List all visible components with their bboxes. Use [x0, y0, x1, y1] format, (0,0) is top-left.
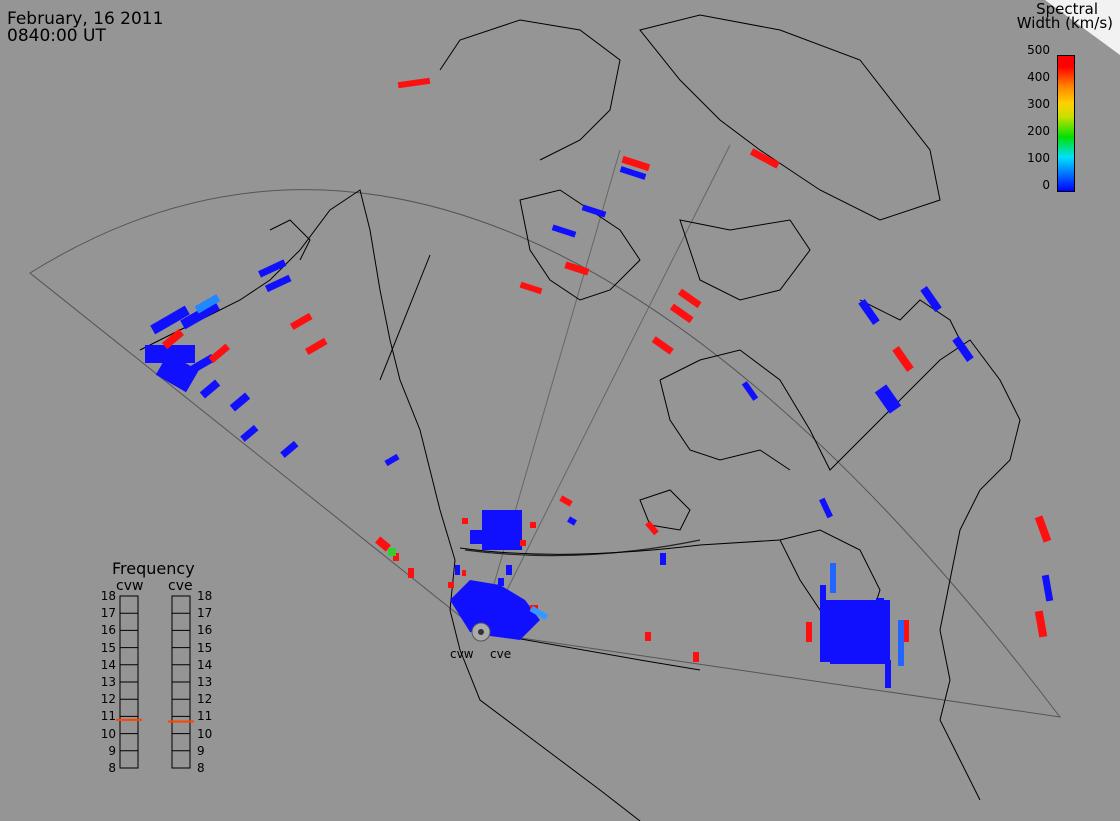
frequency-tick-label: 18	[100, 589, 116, 603]
station-label-cvw: cvw	[450, 647, 474, 661]
frequency-tick-label: 15	[100, 640, 116, 655]
fov-outline	[29, 189, 1062, 718]
fov-beam-edge	[479, 149, 621, 633]
time-label: 0840:00 UT	[7, 26, 106, 46]
colorbar-tick: 100	[1027, 151, 1050, 165]
frequency-tick-label: 12	[197, 692, 213, 707]
colorbar-title: Spectral	[1036, 0, 1098, 18]
corner-fold	[1045, 0, 1120, 55]
frequency-title: Frequency	[112, 559, 195, 578]
frequency-tick-label: 17	[100, 606, 116, 621]
frequency-tick-label: 13	[100, 675, 116, 689]
frequency-tick-label: 8	[197, 761, 205, 775]
frequency-tick-label: 10	[100, 726, 116, 741]
frequency-tick-label: 14	[197, 657, 213, 672]
station-label-cve: cve	[490, 647, 512, 661]
frequency-tick-label: 16	[197, 623, 213, 638]
colorbar-tick: 400	[1027, 70, 1050, 84]
colorbar-unit: Width (km/s)	[1016, 14, 1113, 32]
frequency-tick-label: 16	[100, 623, 116, 638]
fov-arc	[464, 539, 701, 557]
date-label: February, 16 2011	[7, 9, 164, 29]
frequency-tick-label: 13	[197, 675, 213, 689]
political-borders	[379, 254, 781, 671]
frequency-tick-label: 9	[108, 743, 116, 758]
frequency-tick-label: 14	[100, 657, 116, 672]
frequency-tick-label: 12	[100, 692, 116, 707]
colorbar-scale	[1057, 55, 1075, 192]
coastlines	[139, 14, 1021, 821]
frequency-tick-label: 17	[197, 606, 213, 621]
frequency-panel	[116, 595, 194, 769]
frequency-tick-label: 8	[108, 761, 116, 775]
frequency-tick-label: 9	[197, 743, 205, 758]
frequency-tick-label: 11	[197, 709, 213, 724]
frequency-tick-label: 10	[197, 726, 213, 741]
colorbar-tick: 500	[1027, 43, 1050, 57]
colorbar-tick: 200	[1027, 124, 1050, 138]
frequency-tick-label: 18	[197, 589, 213, 603]
frequency-tick-label: 15	[197, 640, 213, 655]
colorbar-tick: 0	[1042, 178, 1050, 192]
frequency-tick-label: 11	[100, 709, 116, 724]
fov-beam-edge	[485, 144, 731, 633]
frequency-label-cve: cve	[168, 578, 193, 594]
colorbar-tick: 300	[1027, 97, 1050, 111]
radar-returns	[145, 77, 1054, 688]
frequency-label-cvw: cvw	[116, 578, 144, 594]
